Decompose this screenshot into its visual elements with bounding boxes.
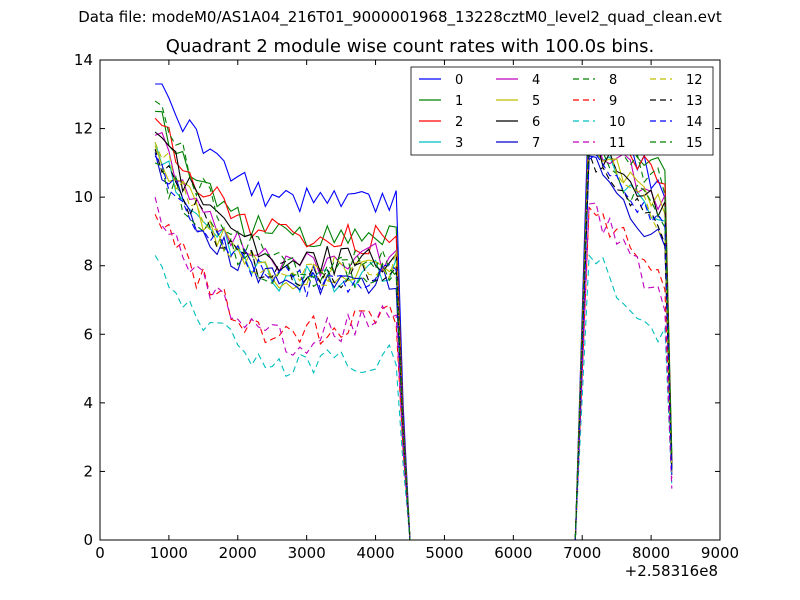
series-line-1 (155, 110, 673, 541)
legend-label-8: 8 (609, 73, 617, 88)
figure-suptitle: Data file: modeM0/AS1A04_216T01_90000019… (78, 8, 722, 26)
y-tick-label: 14 (74, 51, 93, 69)
legend-label-12: 12 (686, 73, 703, 88)
y-tick-label: 8 (83, 257, 93, 275)
legend-label-5: 5 (532, 94, 540, 109)
x-tick-label: 5000 (425, 544, 463, 562)
y-tick-label: 10 (74, 188, 93, 206)
series-line-4 (154, 131, 673, 541)
legend-label-4: 4 (532, 73, 540, 88)
legend-label-2: 2 (455, 115, 463, 130)
x-tick-label: 3000 (288, 544, 326, 562)
legend-box (410, 66, 714, 156)
legend-label-11: 11 (609, 136, 626, 151)
y-tick-label: 0 (83, 531, 93, 549)
series-line-9 (154, 206, 673, 541)
legend-label-15: 15 (686, 136, 703, 151)
series-line-3 (154, 142, 673, 541)
x-tick-label: 4000 (356, 544, 394, 562)
legend-label-3: 3 (455, 136, 463, 151)
series-line-11 (154, 196, 673, 541)
legend-label-1: 1 (455, 94, 463, 109)
series-line-5 (154, 145, 673, 541)
y-tick-label: 12 (74, 120, 93, 138)
series-line-15 (154, 100, 673, 541)
x-tick-label: 7000 (563, 544, 601, 562)
series-line-8 (154, 149, 673, 541)
series-line-2 (154, 117, 673, 541)
chart-title: Quadrant 2 module wise count rates with … (165, 36, 655, 57)
x-tick-label: 2000 (219, 544, 257, 562)
plot-frame (99, 59, 721, 541)
series-line-14 (154, 153, 673, 541)
x-tick-label: 6000 (494, 544, 532, 562)
legend-label-7: 7 (532, 136, 540, 151)
legend-label-0: 0 (455, 73, 463, 88)
series-line-13 (154, 148, 673, 541)
x-tick-label: 8000 (632, 544, 670, 562)
legend-label-6: 6 (532, 115, 540, 130)
series-line-6 (154, 131, 673, 541)
x-offset-label: +2.58316e8 (624, 562, 718, 580)
series-line-12 (154, 133, 673, 541)
legend-label-10: 10 (609, 115, 626, 130)
legend-label-13: 13 (686, 94, 703, 109)
series-line-10 (154, 253, 673, 541)
series-line-7 (154, 152, 673, 541)
y-tick-label: 6 (83, 325, 93, 343)
x-tick-label: 1000 (150, 544, 188, 562)
legend-label-9: 9 (609, 94, 617, 109)
x-tick-label: 0 (95, 544, 105, 562)
tick-layer: 0 1000 2000 3000 4000 5000 6000 7000 8000 9000 0 2 4… (74, 51, 739, 562)
y-tick-label: 4 (83, 394, 93, 412)
legend-label-14: 14 (686, 115, 703, 130)
x-tick-label: 9000 (701, 544, 739, 562)
y-tick-label: 2 (83, 462, 93, 480)
